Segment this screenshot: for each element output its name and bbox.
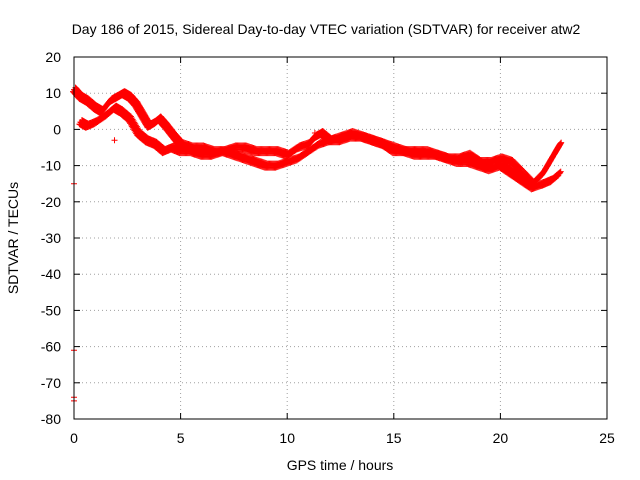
y-tick-label: 20 xyxy=(45,49,61,65)
y-tick-label: -70 xyxy=(41,375,61,391)
x-axis: 0 5 10 15 20 25 xyxy=(70,57,615,446)
x-tick-label: 0 xyxy=(70,430,78,446)
plot-frame xyxy=(73,56,608,420)
data-point xyxy=(111,137,118,144)
data-points xyxy=(70,84,565,404)
y-tick-label: -40 xyxy=(41,266,61,282)
y-tick-label: -60 xyxy=(41,339,61,355)
x-axis-label: GPS time / hours xyxy=(287,457,394,473)
x-tick-label: 15 xyxy=(386,430,402,446)
y-tick-label: 0 xyxy=(53,121,61,137)
y-axis-label: SDTVAR / TECUs xyxy=(5,182,21,294)
y-tick-label: -30 xyxy=(41,230,61,246)
y-tick-label: -80 xyxy=(41,411,61,427)
x-tick-label: 25 xyxy=(599,430,615,446)
x-tick-label: 10 xyxy=(279,430,295,446)
y-tick-label: -10 xyxy=(41,158,61,174)
y-tick-label: 10 xyxy=(45,85,61,101)
chart-title: Day 186 of 2015, Sidereal Day-to-day VTE… xyxy=(72,21,581,37)
x-tick-label: 20 xyxy=(493,430,509,446)
y-axis: 20 10 0 -10 -20 -30 -40 -50 -60 -70 -80 xyxy=(41,49,607,427)
y-tick-label: -20 xyxy=(41,194,61,210)
x-tick-label: 5 xyxy=(177,430,185,446)
y-tick-label: -50 xyxy=(41,302,61,318)
grid-lines xyxy=(74,57,607,419)
